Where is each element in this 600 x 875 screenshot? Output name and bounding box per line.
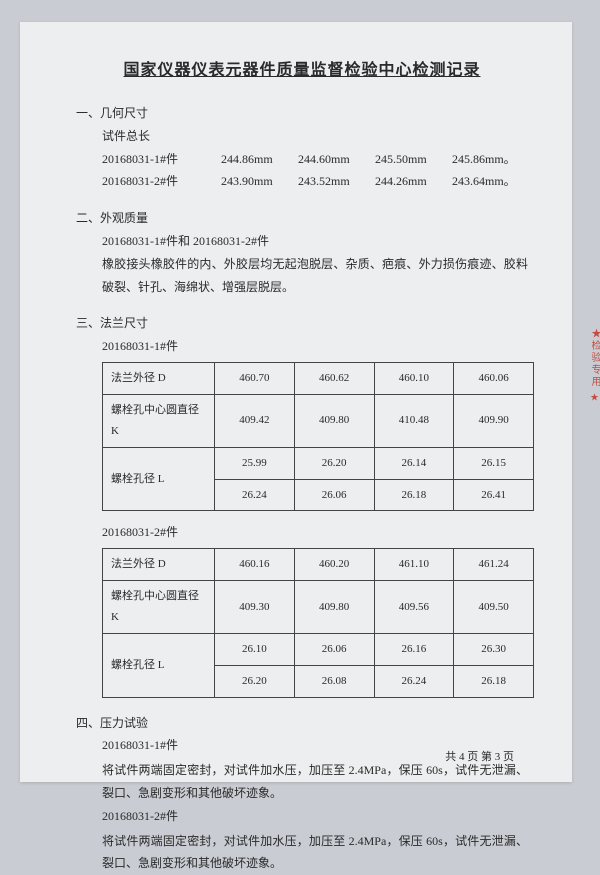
section-4: 四、压力试验 20168031-1#件 将试件两端固定密封，对试件加水压，加压至…	[76, 712, 528, 875]
section-1: 一、几何尺寸 试件总长 20168031-1#件 244.86mm 244.60…	[76, 102, 528, 193]
table-row: 螺栓孔中心圆直径 K 409.42 409.80 410.48 409.90	[103, 394, 534, 447]
table-row: 螺栓孔径 L 25.99 26.20 26.14 26.15	[103, 447, 534, 479]
row-1-label: 20168031-1#件	[102, 148, 218, 171]
section-2-line2: 橡胶接头橡胶件的内、外胶层均无起泡脱层、杂质、疤痕、外力损伤痕迹、胶料破裂、针孔…	[76, 253, 528, 299]
document-page: 国家仪器仪表元器件质量监督检验中心检测记录 一、几何尺寸 试件总长 201680…	[20, 22, 572, 782]
table-row: 螺栓孔中心圆直径 K 409.30 409.80 409.56 409.50	[103, 581, 534, 634]
section-1-head: 一、几何尺寸	[76, 102, 528, 125]
p1-text: 将试件两端固定密封，对试件加水压，加压至 2.4MPa，保压 60s，试件无泄漏…	[76, 759, 528, 805]
section-3: 三、法兰尺寸 20168031-1#件 法兰外径 D 460.70 460.62…	[76, 312, 528, 697]
p2-label: 20168031-2#件	[76, 805, 528, 828]
table-2: 法兰外径 D 460.16 460.20 461.10 461.24 螺栓孔中心…	[102, 548, 534, 697]
stamp-icon: ★检验专用 ★	[588, 328, 600, 438]
table-1: 法兰外径 D 460.70 460.62 460.10 460.06 螺栓孔中心…	[102, 362, 534, 511]
table-2-label: 20168031-2#件	[76, 521, 528, 544]
page-title: 国家仪器仪表元器件质量监督检验中心检测记录	[76, 56, 528, 80]
section-2: 二、外观质量 20168031-1#件和 20168031-2#件 橡胶接头橡胶…	[76, 207, 528, 298]
section-3-head: 三、法兰尺寸	[76, 312, 528, 335]
table-row: 螺栓孔径 L 26.10 26.06 26.16 26.30	[103, 633, 534, 665]
row-2-label: 20168031-2#件	[102, 170, 218, 193]
section-2-head: 二、外观质量	[76, 207, 528, 230]
table-row: 法兰外径 D 460.70 460.62 460.10 460.06	[103, 362, 534, 394]
table-1-label: 20168031-1#件	[76, 335, 528, 358]
p2-text: 将试件两端固定密封，对试件加水压，加压至 2.4MPa，保压 60s，试件无泄漏…	[76, 830, 528, 875]
row-1: 20168031-1#件 244.86mm 244.60mm 245.50mm …	[76, 148, 528, 171]
page-footer: 共 4 页 第 3 页	[445, 748, 514, 764]
section-1-sub: 试件总长	[76, 125, 528, 148]
table-row: 法兰外径 D 460.16 460.20 461.10 461.24	[103, 549, 534, 581]
row-2: 20168031-2#件 243.90mm 243.52mm 244.26mm …	[76, 170, 528, 193]
section-2-line1: 20168031-1#件和 20168031-2#件	[76, 230, 528, 253]
section-4-head: 四、压力试验	[76, 712, 528, 735]
